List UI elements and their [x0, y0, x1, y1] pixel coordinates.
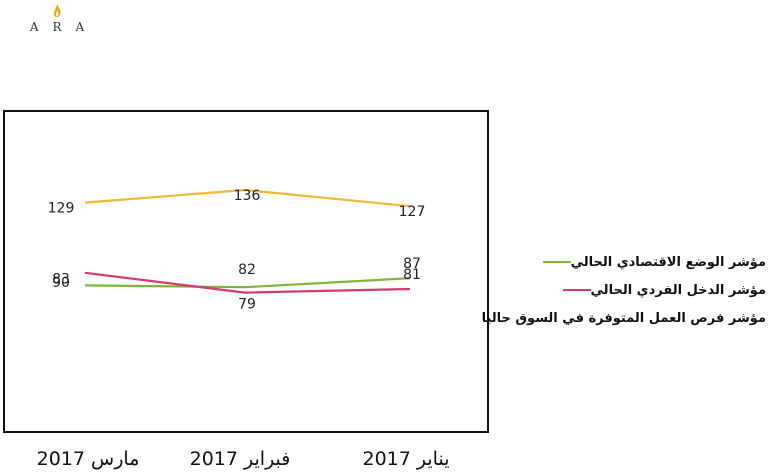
- plot-area: [3, 110, 489, 433]
- data-label-3-1: 129: [48, 201, 75, 217]
- data-label-1-3: 87: [403, 256, 421, 272]
- data-label-2-1: 90: [52, 275, 70, 291]
- legend: مؤشر الوضع الاقتصادي الحالي مؤشر الدخل ال…: [482, 248, 766, 332]
- legend-swatch-2: [562, 289, 591, 291]
- data-label-2-3: 81: [403, 267, 421, 283]
- legend-item-1: مؤشر الوضع الاقتصادي الحالي: [491, 248, 766, 276]
- flame-icon: [53, 4, 61, 18]
- legend-label-2: مؤشر الدخل الفردي الحالي: [590, 282, 766, 298]
- logo-text: ARA: [29, 20, 99, 34]
- data-label-3-3: 127: [399, 204, 426, 220]
- x-tick-label-يناير-2017: يناير 2017: [362, 448, 450, 470]
- legend-label-3: مؤشر فرص العمل المتوفرة في السوق حاليا: [481, 310, 766, 326]
- x-tick-label-مارس-2017: مارس 2017: [36, 448, 140, 470]
- ara-logo: ARA: [10, 4, 106, 36]
- legend-swatch-1: [542, 261, 571, 263]
- legend-label-1: مؤشر الوضع الاقتصادي الحالي: [570, 254, 766, 270]
- data-label-2-2: 79: [238, 297, 256, 313]
- data-label-1-2: 82: [238, 262, 256, 278]
- data-label-3-2: 136: [234, 188, 261, 204]
- x-tick-label-فبراير-2017: فبراير 2017: [189, 448, 291, 470]
- legend-item-2: مؤشر الدخل الفردي الحالي: [491, 276, 766, 304]
- x-axis-labels: مارس 2017 فبراير 2017 يناير 2017: [0, 448, 490, 474]
- legend-item-3: مؤشر فرص العمل المتوفرة في السوق حاليا: [482, 304, 766, 332]
- data-label-1-1: 83: [52, 271, 70, 287]
